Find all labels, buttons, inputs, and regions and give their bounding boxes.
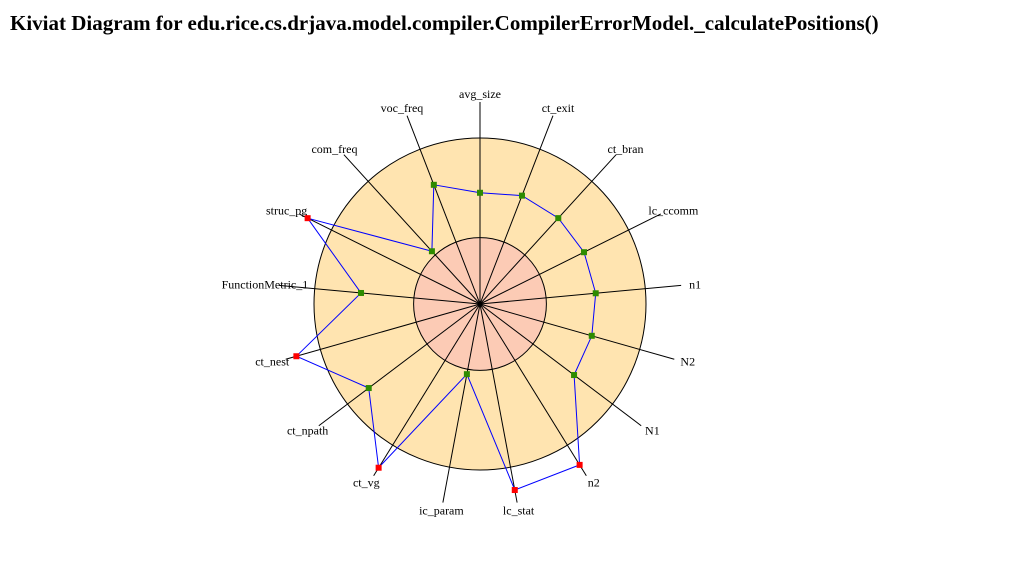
axis-label: voc_freq xyxy=(381,101,424,115)
data-point xyxy=(592,290,599,297)
axis-label: ct_exit xyxy=(542,101,575,115)
axis-line xyxy=(479,284,682,305)
axis-line xyxy=(479,303,587,477)
data-point xyxy=(511,487,518,494)
axis-label: ct_vg xyxy=(353,476,380,490)
axis-line xyxy=(406,115,481,305)
axis-line xyxy=(278,284,481,305)
data-point xyxy=(518,192,525,199)
axis-label: ct_bran xyxy=(608,142,644,156)
data-point xyxy=(375,464,382,471)
data-point xyxy=(428,248,435,255)
axis-line xyxy=(318,303,481,427)
axis-line xyxy=(298,213,481,305)
data-point xyxy=(576,461,583,468)
data-point xyxy=(555,215,562,222)
axis-label: FunctionMetric_1 xyxy=(222,278,309,292)
data-point xyxy=(571,372,578,379)
data-point xyxy=(430,181,437,188)
axis-line xyxy=(285,303,481,360)
axis-label: n2 xyxy=(588,476,600,490)
data-point xyxy=(304,215,311,222)
plot-area: avg_size ct_exit ct_bran lc_ccomm n1 N2 N1 n2 lc… xyxy=(222,87,701,517)
axis-line xyxy=(479,303,518,503)
data-point xyxy=(477,189,483,196)
axis-label: N1 xyxy=(645,424,660,438)
axis-line xyxy=(479,154,617,305)
axis-line xyxy=(343,154,481,305)
data-point xyxy=(588,332,595,339)
axis-label: avg_size xyxy=(459,87,501,101)
data-point xyxy=(357,289,364,296)
axis-label: com_freq xyxy=(311,142,357,156)
axis-line xyxy=(479,303,675,360)
axis-line xyxy=(373,303,481,477)
chart-title: Kiviat Diagram for edu.rice.cs.drjava.mo… xyxy=(10,11,879,35)
axis-label: N2 xyxy=(680,354,695,368)
value-line xyxy=(295,184,597,491)
axis-label: n1 xyxy=(689,278,701,292)
axis-label: ic_param xyxy=(419,503,464,517)
data-point xyxy=(365,385,372,392)
axis-label: ct_npath xyxy=(287,424,328,438)
axis-label: lc_ccomm xyxy=(648,203,699,217)
axis-line xyxy=(479,213,662,305)
axis-label: struc_pg xyxy=(266,203,307,217)
axis-label: lc_stat xyxy=(503,503,535,517)
axis-line xyxy=(442,303,481,503)
data-point xyxy=(581,249,588,256)
axis-label: ct_nest xyxy=(255,354,290,368)
data-point xyxy=(463,371,470,378)
axis-line xyxy=(479,115,554,305)
axis-line xyxy=(479,303,642,427)
data-point xyxy=(293,353,300,360)
